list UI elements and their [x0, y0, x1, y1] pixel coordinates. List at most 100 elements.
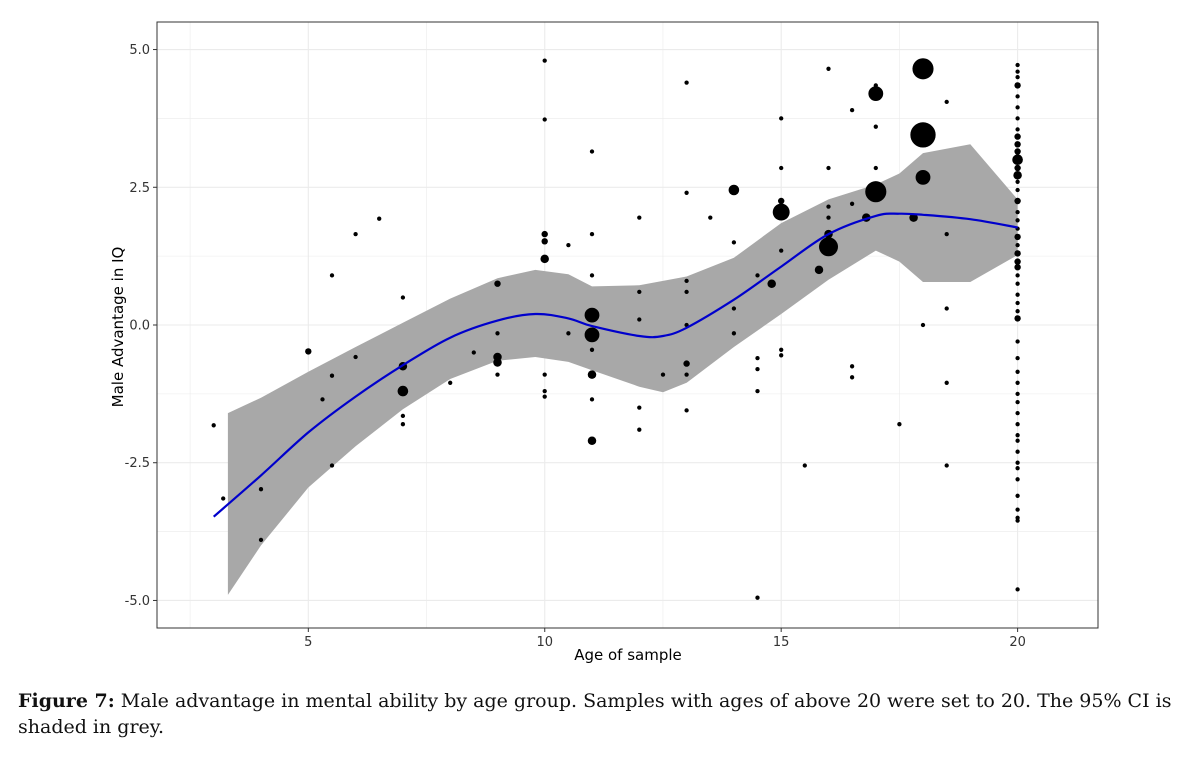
data-point: [1014, 141, 1021, 148]
data-point: [1015, 587, 1020, 592]
data-point: [1014, 264, 1021, 271]
data-point: [944, 231, 949, 237]
data-point: [494, 280, 501, 287]
data-point: [1015, 355, 1020, 361]
data-point: [755, 366, 760, 372]
data-point: [755, 595, 760, 600]
data-point: [897, 422, 902, 427]
data-point: [377, 216, 382, 221]
data-point: [1012, 154, 1023, 165]
data-point: [1015, 209, 1020, 215]
data-point: [1015, 380, 1020, 385]
data-point: [1015, 187, 1020, 193]
data-point: [1015, 391, 1020, 397]
data-point: [1015, 74, 1020, 80]
data-point: [912, 58, 934, 80]
data-point: [1014, 133, 1021, 140]
data-point: [471, 350, 476, 355]
data-point: [849, 107, 855, 113]
data-point: [587, 436, 597, 445]
data-point: [1015, 460, 1020, 465]
data-point: [1014, 82, 1021, 89]
data-point: [910, 122, 936, 148]
data-point: [779, 347, 784, 352]
data-point: [305, 348, 312, 355]
data-point: [826, 66, 831, 71]
data-point: [684, 190, 689, 195]
data-point: [211, 423, 216, 428]
data-point: [637, 405, 642, 410]
data-point: [755, 388, 760, 394]
data-point: [542, 117, 547, 122]
data-point: [826, 204, 831, 209]
data-point: [448, 380, 453, 385]
data-point: [541, 238, 548, 245]
data-point: [637, 427, 642, 432]
data-point: [1015, 94, 1020, 99]
data-point: [660, 372, 666, 377]
data-point: [1015, 300, 1020, 306]
data-point: [589, 397, 595, 402]
data-point: [541, 230, 548, 238]
data-point: [772, 203, 790, 221]
data-point: [542, 388, 547, 394]
data-point: [637, 289, 642, 295]
data-point: [1015, 493, 1020, 498]
data-point: [493, 358, 502, 367]
data-point: [1015, 518, 1020, 523]
data-point: [540, 254, 549, 264]
data-point: [778, 197, 785, 205]
data-point: [1014, 197, 1021, 205]
data-point: [1015, 116, 1020, 121]
data-point: [944, 380, 949, 385]
data-point: [1014, 148, 1021, 155]
data-point: [684, 372, 689, 377]
data-point: [814, 265, 824, 275]
x-tick-label: 10: [536, 635, 553, 650]
data-point: [542, 58, 547, 63]
data-point: [1014, 233, 1021, 241]
data-point: [1014, 315, 1021, 322]
data-point: [400, 422, 406, 427]
data-point: [221, 496, 226, 501]
data-point: [920, 322, 926, 328]
data-point: [584, 307, 600, 323]
data-point: [755, 273, 760, 278]
data-point: [1015, 466, 1020, 471]
data-point: [683, 360, 690, 367]
data-point: [329, 373, 335, 378]
smooth-trend-line: [212, 212, 1018, 518]
y-tick-label: 2.5: [129, 181, 150, 196]
data-point: [1015, 127, 1020, 132]
data-point: [589, 347, 595, 352]
x-tick-label: 15: [773, 635, 790, 650]
data-point: [1014, 258, 1021, 265]
data-point: [849, 364, 855, 369]
data-point: [755, 355, 760, 361]
data-point: [495, 372, 500, 377]
data-point: [1015, 309, 1020, 314]
data-point: [587, 370, 597, 379]
data-point: [1015, 62, 1020, 68]
data-point: [1015, 105, 1020, 110]
data-point: [779, 353, 784, 358]
data-point: [258, 537, 264, 543]
data-point: [1015, 292, 1020, 297]
data-point: [802, 463, 807, 468]
data-point: [400, 295, 406, 300]
data-point: [353, 231, 358, 237]
data-point: [1014, 250, 1021, 257]
x-tick-label: 20: [1009, 635, 1026, 650]
data-point: [1015, 273, 1020, 278]
scatter-chart: 5 10 15 20 -5.0 -2.5 0.0 2.5 5.0 Age of sample M…: [109, 21, 1099, 664]
data-point: [1015, 281, 1020, 286]
data-point: [589, 149, 595, 154]
data-point: [731, 306, 737, 311]
data-point: [258, 487, 264, 492]
data-point: [1015, 179, 1020, 184]
data-points: [211, 58, 1023, 600]
data-point: [1014, 164, 1021, 172]
data-point: [873, 124, 878, 129]
data-point: [584, 327, 600, 343]
data-point: [1013, 170, 1022, 180]
